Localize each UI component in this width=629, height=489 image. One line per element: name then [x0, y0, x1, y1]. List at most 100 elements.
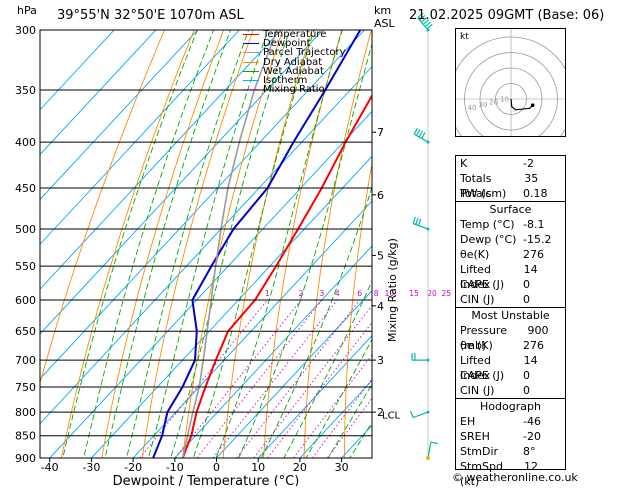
dry-adiabat-line — [600, 0, 629, 475]
index-row: CAPE (J) 0 — [456, 277, 565, 292]
index-row: Dewp (°C) -15.2 — [456, 232, 565, 247]
lcl-label: LCL — [382, 411, 401, 422]
x-tick-label: -10 — [166, 461, 184, 474]
index-row: K -2 — [456, 156, 565, 171]
index-section-title: Surface — [456, 201, 565, 217]
index-value: -8.1 — [523, 217, 561, 232]
pressure-tick-label: 350 — [15, 84, 36, 97]
index-value: 276 — [523, 247, 561, 262]
index-value: 0 — [523, 368, 561, 383]
hodograph-unit-label: kt — [460, 32, 469, 42]
mixing-ratio-label: 20 — [427, 289, 437, 298]
legend-item: Mixing Ratio — [243, 85, 346, 94]
wind-barb — [411, 411, 430, 418]
pressure-tick-label: 900 — [15, 452, 36, 465]
mixing-ratio-line — [197, 300, 322, 458]
index-value: 14 — [524, 353, 561, 368]
x-tick-label: -40 — [41, 461, 59, 474]
index-row: SREH-20 — [456, 429, 565, 444]
x-axis-title: Dewpoint / Temperature (°C) — [113, 474, 300, 486]
surface-marker — [426, 456, 430, 460]
mixing-ratio-label: 1 — [265, 289, 270, 298]
index-label: EH — [460, 414, 475, 429]
index-label: K — [460, 156, 467, 171]
index-value: -2 — [523, 156, 561, 171]
wind-barb — [414, 128, 429, 144]
km-tick-label: 7 — [377, 126, 384, 139]
x-tick-label: -20 — [124, 461, 142, 474]
datetime-title: 21.02.2025 09GMT (Base: 06) — [409, 8, 604, 23]
index-label: Dewp (°C) — [460, 232, 516, 247]
index-label: StmDir — [460, 444, 498, 459]
pressure-tick-label: 750 — [15, 381, 36, 394]
index-value: -20 — [523, 429, 561, 444]
index-label: CAPE (J) — [460, 277, 504, 292]
index-row: CIN (J)0 — [456, 292, 565, 307]
dry-adiabat-line — [58, 0, 217, 475]
index-value: 276 — [523, 338, 561, 353]
isotherm-line — [0, 0, 472, 479]
index-section-title: Most Unstable — [456, 307, 565, 323]
x-tick-label: -30 — [82, 461, 100, 474]
hodograph-ring-label: 10 — [500, 96, 509, 104]
pressure-tick-label: 400 — [15, 136, 36, 149]
legend-swatch — [243, 43, 259, 44]
x-tick-label: 10 — [251, 461, 265, 474]
legend-swatch — [243, 80, 259, 81]
index-value: 0 — [523, 292, 561, 307]
index-row: CAPE (J) 0 — [456, 368, 565, 383]
index-label: Temp (°C) — [460, 217, 515, 232]
index-label: CAPE (J) — [460, 368, 504, 383]
mixing-ratio-line — [213, 300, 337, 458]
legend-swatch — [243, 52, 259, 53]
km-tick-label: 3 — [377, 354, 384, 367]
index-row: PW (cm) 0.18 — [456, 186, 565, 201]
index-label: StmSpd (kt) — [460, 459, 524, 474]
hpa-unit-label: hPa — [17, 4, 37, 17]
index-row: CIN (J) 0 — [456, 383, 565, 398]
mixing-ratio-line — [268, 300, 390, 458]
index-section-title: Hodograph — [456, 398, 565, 414]
x-tick-label: 0 — [213, 461, 220, 474]
index-row: θe (K)276 — [456, 338, 565, 353]
km-unit-label: km — [374, 4, 391, 17]
index-label: Lifted Index — [460, 353, 524, 368]
index-row: Pressure (mb)900 — [456, 323, 565, 338]
pressure-tick-label: 650 — [15, 325, 36, 338]
index-label: CIN (J) — [460, 383, 494, 398]
legend-swatch — [243, 89, 259, 90]
index-label: PW (cm) — [460, 186, 506, 201]
hodograph-ring-label: 20 — [489, 98, 498, 106]
hodograph-ring-label: 40 — [468, 104, 477, 112]
pressure-tick-label: 700 — [15, 354, 36, 367]
index-value: 0 — [523, 277, 561, 292]
index-row: EH-46 — [456, 414, 565, 429]
index-value: 900 — [528, 323, 561, 338]
index-value: 0 — [523, 383, 561, 398]
pressure-tick-label: 850 — [15, 430, 36, 443]
dry-adiabat-line — [17, 0, 189, 475]
index-value: -15.2 — [523, 232, 561, 247]
index-value: 14 — [524, 262, 561, 277]
pressure-tick-label: 500 — [15, 223, 36, 236]
index-value: 35 — [524, 171, 561, 186]
wind-barb — [413, 217, 430, 231]
mixing-ratio-label: 25 — [442, 289, 452, 298]
pressure-tick-label: 450 — [15, 182, 36, 195]
pressure-tick-label: 300 — [15, 24, 36, 37]
index-value: 12 — [524, 459, 561, 474]
wet-adiabat-line — [74, 0, 242, 486]
index-value: 0.18 — [523, 186, 561, 201]
mixing-ratio-label: 15 — [409, 289, 419, 298]
index-row: θe(K)276 — [456, 247, 565, 262]
mixing-ratio-label: 8 — [374, 289, 379, 298]
mixing-ratio-label: 4 — [335, 289, 340, 298]
km-tick-label: 6 — [377, 189, 384, 202]
location-title: 39°55'N 32°50'E 1070m ASL — [57, 8, 244, 23]
